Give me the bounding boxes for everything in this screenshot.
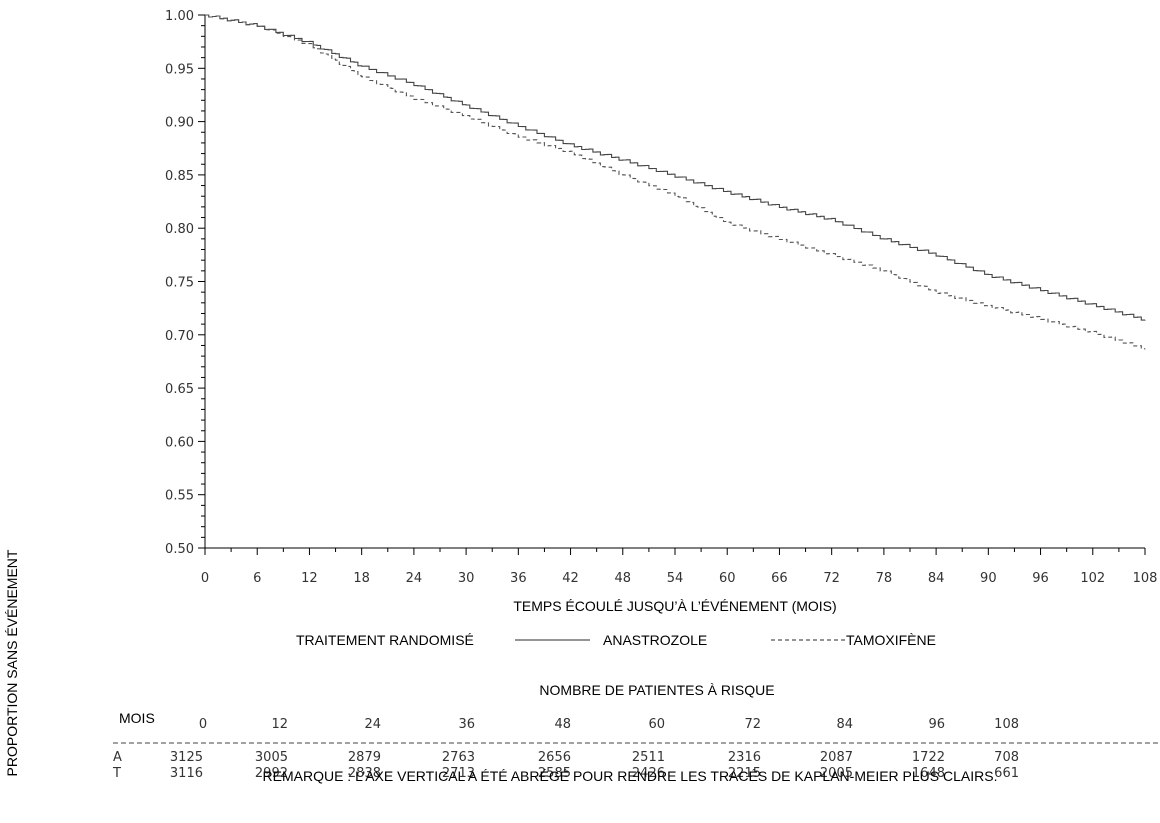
x-tick-label: 6 [253,571,261,586]
series-line-anastrozole [205,14,1146,321]
legend: TRAITEMENT RANDOMISÉ ANASTROZOLE TAMOXIF… [296,632,936,648]
y-tick-label: 0.55 [165,489,194,504]
risk-month-header: 12 [271,717,288,732]
risk-row-label: T [112,766,121,781]
x-tick-label: 0 [201,571,209,586]
risk-cell: 2879 [348,750,381,765]
y-tick-label: 0.95 [165,62,194,77]
y-tick-label: 0.90 [165,116,194,131]
x-tick-label: 48 [615,571,632,586]
y-axis-label: PROPORTION SANS ÉVÉNEMENT [4,549,20,776]
risk-cell: 2713 [442,766,475,781]
risk-cell: 2585 [538,766,571,781]
risk-month-header: 84 [836,717,853,732]
y-tick-label: 0.50 [165,542,194,557]
footnote: REMARQUE : L’AXE VERTICAL A ÉTÉ ABRÉGÉ P… [263,768,998,784]
risk-cell: 3116 [170,766,203,781]
risk-month-header: 72 [744,717,761,732]
y-ticks: 0.50 0.55 0.60 0.65 0.70 0.75 0.80 0.85 0.90 0.95… [165,9,205,557]
legend-label-tamoxifene: TAMOXIFÈNE [846,632,936,648]
risk-cell: 2763 [442,750,475,765]
risk-month-header: 108 [994,717,1019,732]
x-tick-label: 12 [301,571,318,586]
risk-month-header: 24 [364,717,381,732]
y-tick-label: 0.75 [165,276,194,291]
risk-cell: 3125 [170,750,203,765]
risk-cell: 2838 [348,766,381,781]
y-tick-label: 0.70 [165,329,194,344]
x-tick-label: 36 [510,571,527,586]
x-tick-label: 84 [928,571,945,586]
risk-month-header: 0 [199,717,207,732]
x-tick-label: 108 [1133,571,1158,586]
risk-cell: 2005 [820,766,853,781]
risk-cell: 1722 [912,750,945,765]
risk-table-title: NOMBRE DE PATIENTES À RISQUE [539,682,774,698]
risk-cell: 2316 [728,750,761,765]
risk-cell: 2992 [255,766,288,781]
risk-cell: 661 [994,766,1019,781]
x-tick-label: 18 [353,571,370,586]
x-tick-label: 90 [980,571,997,586]
legend-title: TRAITEMENT RANDOMISÉ [296,632,474,648]
x-tick-label: 66 [771,571,788,586]
x-ticks: 0 6 12 18 24 30 36 42 48 54 60 66 72 78 84 90 96 102 108 [201,548,1158,586]
series-line-tamoxifene [205,14,1146,350]
plot-area: 0.50 0.55 0.60 0.65 0.70 0.75 0.80 0.85 0.90 0.95… [165,9,1157,586]
y-tick-label: 0.60 [165,435,194,450]
x-tick-label: 102 [1080,571,1105,586]
series-lines [205,14,1146,350]
y-tick-label: 0.80 [165,222,194,237]
x-tick-label: 60 [719,571,736,586]
y-tick-label: 0.85 [165,169,194,184]
risk-table-cells: 0 12 24 36 48 60 72 84 96 108 A 3125 3005 2879 2763 265… [112,717,1019,781]
x-axis-label: TEMPS ÉCOULÉ JUSQU’À L’ÉVÉNEMENT (MOIS) [513,598,836,614]
risk-month-header: 48 [554,717,571,732]
risk-cell: 2656 [538,750,571,765]
risk-table-header-label: MOIS [119,710,155,726]
x-tick-label: 24 [406,571,423,586]
risk-cell: 2087 [820,750,853,765]
risk-cell: 3005 [255,750,288,765]
risk-cell: 2215 [728,766,761,781]
x-tick-label: 42 [562,571,579,586]
risk-cell: 1648 [912,766,945,781]
y-tick-label: 1.00 [165,9,194,24]
risk-table: NOMBRE DE PATIENTES À RISQUE MOIS 0 12 24 3… [112,682,1160,781]
x-tick-label: 72 [823,571,840,586]
risk-cell: 2426 [632,766,665,781]
risk-row-label: A [113,750,122,765]
risk-month-header: 36 [458,717,475,732]
risk-cell: 2511 [632,750,665,765]
y-tick-label: 0.65 [165,382,194,397]
x-tick-label: 96 [1032,571,1049,586]
x-tick-label: 30 [458,571,475,586]
x-tick-label: 78 [876,571,893,586]
risk-month-header: 96 [928,717,945,732]
legend-label-anastrozole: ANASTROZOLE [603,632,707,648]
risk-cell: 708 [994,750,1019,765]
x-tick-label: 54 [667,571,684,586]
risk-month-header: 60 [648,717,665,732]
